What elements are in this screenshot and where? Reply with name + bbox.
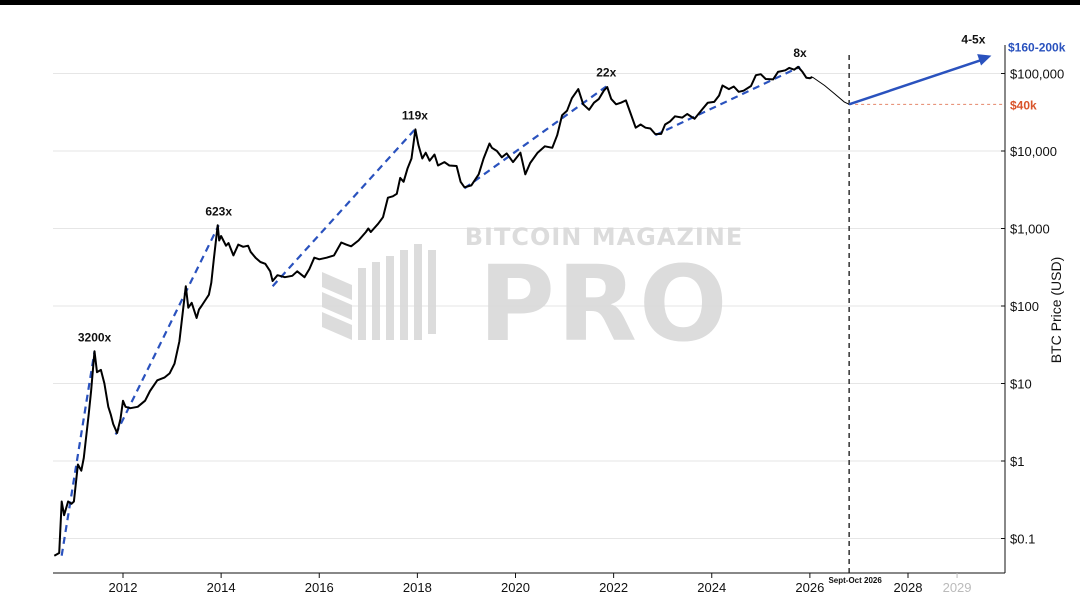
cycle-trend-line (60, 351, 96, 556)
cycle-multiplier-label: 623x (205, 204, 232, 218)
grid-lines (53, 73, 1005, 539)
cycle-multiplier-label: 8x (793, 46, 807, 60)
marker-label: Sept-Oct 2026 (828, 576, 882, 585)
watermark: BITCOIN MAGAZINE PRO (322, 223, 744, 365)
projection-line (812, 76, 850, 105)
watermark-logo-icon (322, 244, 436, 340)
cycle-trend-line (114, 224, 220, 435)
forecast-label: 4-5x (961, 33, 985, 47)
y-axis-ticks: $0.1 $1 $10 $100 $1,000 $10,000 $100,000 (1001, 67, 1064, 547)
x-tick-label: 2026 (795, 580, 824, 595)
x-tick-label: 2024 (697, 580, 726, 595)
x-tick-label: 2012 (109, 580, 138, 595)
price-series-path (53, 65, 813, 557)
y-tick-label: $100 (1010, 299, 1039, 314)
y-tick-label: $100,000 (1010, 67, 1064, 82)
top-border (0, 0, 1080, 5)
trend-labels: 3200x 623x 119x 22x 8x (78, 46, 807, 345)
forecast-arrow-line (848, 57, 986, 106)
x-tick-label: 2029 (943, 580, 972, 595)
x-tick-label: 2016 (305, 580, 334, 595)
x-tick-label: 2022 (599, 580, 628, 595)
y-tick-label: $0.1 (1010, 532, 1035, 547)
cycle-multiplier-label: 3200x (78, 330, 112, 344)
forecast-group: Sept-Oct 2026 $40k $160-200k 4-5x (828, 33, 1065, 585)
x-tick-label: 2014 (207, 580, 236, 595)
y-tick-label: $1 (1010, 454, 1024, 469)
y-axis-title: BTC Price (USD) (1048, 257, 1064, 364)
price-line (53, 65, 813, 557)
y-tick-label: $10 (1010, 377, 1032, 392)
watermark-main-text: PRO (479, 243, 730, 365)
x-tick-label: 2028 (894, 580, 923, 595)
y-tick-label: $1,000 (1010, 222, 1050, 237)
watermark-top-text: BITCOIN MAGAZINE (465, 223, 744, 251)
cycle-trend-line (463, 85, 607, 190)
x-tick-label: 2020 (501, 580, 530, 595)
projection-path (812, 76, 850, 105)
level-40k-label: $40k (1010, 98, 1037, 112)
y-tick-label: $10,000 (1010, 144, 1057, 159)
level-top-label: $160-200k (1008, 41, 1066, 55)
cycle-multiplier-label: 119x (402, 108, 428, 122)
x-axis-ticks: 2012 2014 2016 2018 2020 2022 2024 2026 2028 2029 (109, 573, 972, 595)
cycle-multiplier-label: 22x (596, 65, 616, 79)
cycle-trend-line (654, 65, 801, 137)
x-tick-label: 2018 (403, 580, 432, 595)
forecast-arrowhead-icon (977, 54, 992, 66)
